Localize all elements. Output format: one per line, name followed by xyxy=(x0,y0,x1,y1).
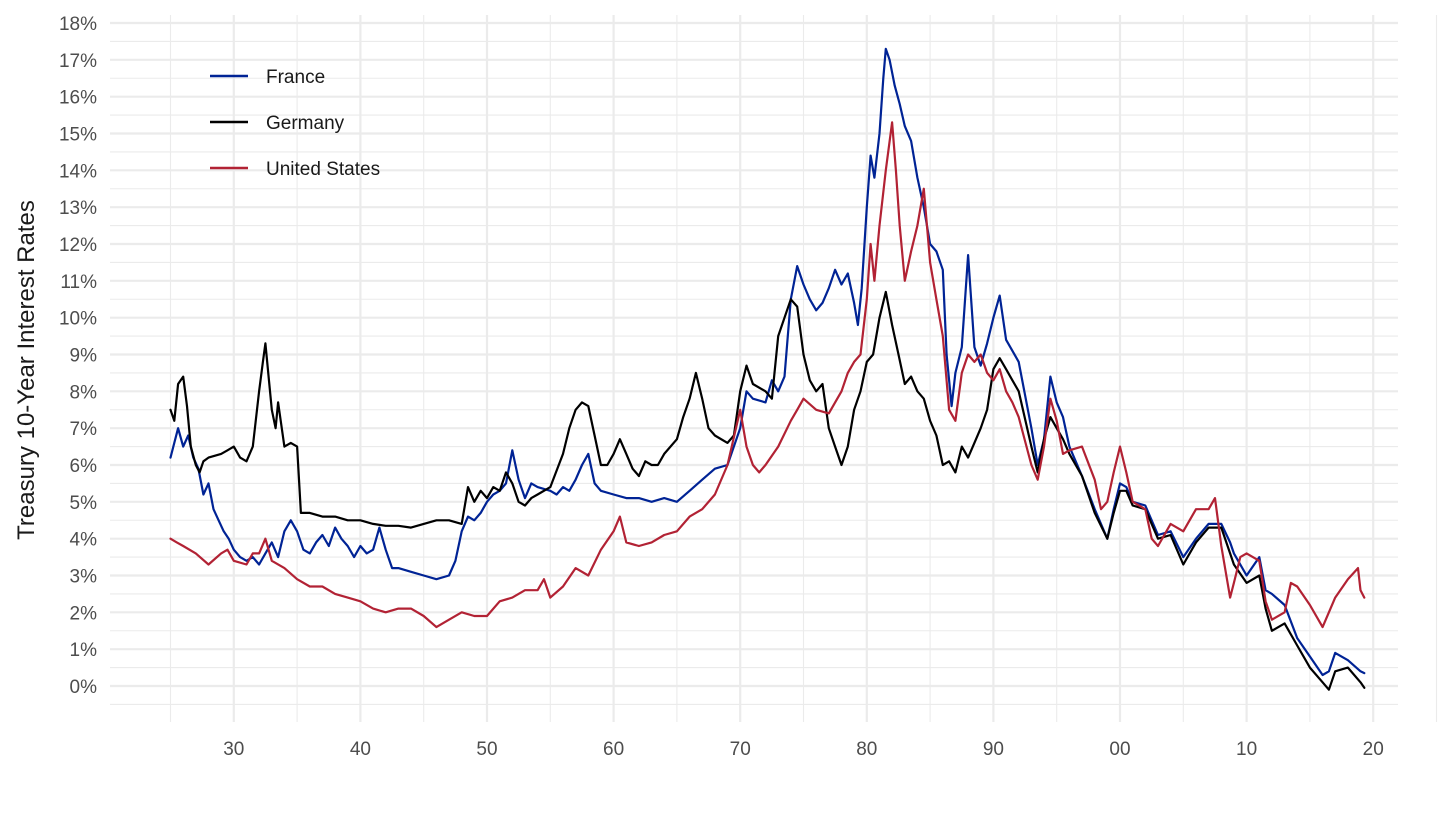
y-tick-label: 7% xyxy=(70,419,98,440)
x-tick-label: 70 xyxy=(730,739,751,760)
series-line-germany xyxy=(169,290,1366,691)
y-tick-label: 8% xyxy=(70,382,98,403)
y-tick-label: 14% xyxy=(59,161,97,182)
y-tick-label: 13% xyxy=(59,198,97,219)
y-tick-label: 17% xyxy=(59,51,97,72)
x-tick-label: 50 xyxy=(476,739,497,760)
y-tick-label: 4% xyxy=(70,530,98,551)
y-tick-label: 16% xyxy=(59,88,97,109)
y-tick-label: 0% xyxy=(70,677,98,698)
y-tick-label: 15% xyxy=(59,125,97,146)
y-tick-label: 2% xyxy=(70,603,98,624)
y-tick-label: 6% xyxy=(70,456,98,477)
x-tick-label: 90 xyxy=(983,739,1004,760)
major-gridlines xyxy=(110,15,1398,722)
x-tick-label: 80 xyxy=(856,739,877,760)
y-axis-title: Treasury 10-Year Interest Rates xyxy=(13,200,40,540)
x-tick-label: 00 xyxy=(1109,739,1130,760)
x-tick-label: 10 xyxy=(1236,739,1257,760)
series-line-united-states xyxy=(169,121,1366,629)
y-tick-label: 11% xyxy=(60,272,97,293)
x-tick-label: 20 xyxy=(1363,739,1384,760)
y-tick-label: 9% xyxy=(70,346,98,367)
legend-label-united-states: United States xyxy=(266,159,380,180)
x-tick-label: 40 xyxy=(350,739,371,760)
y-tick-label: 1% xyxy=(70,640,98,661)
y-tick-label: 12% xyxy=(59,235,97,256)
legend-label-germany: Germany xyxy=(266,113,345,134)
series-line-france xyxy=(169,47,1366,677)
y-tick-label: 10% xyxy=(59,309,97,330)
y-tick-label: 5% xyxy=(70,493,98,514)
y-tick-label: 3% xyxy=(70,567,98,588)
legend-label-france: France xyxy=(266,67,325,88)
x-tick-label: 30 xyxy=(223,739,244,760)
legend: France Germany United States xyxy=(210,67,380,180)
y-axis-tick-labels: 0% 1% 2% 3% 4% 5% 6% 7% 8% 9% 10% 11% 12% 13% 14% 15% 16… xyxy=(59,14,97,698)
series-lines xyxy=(169,47,1366,691)
y-tick-label: 18% xyxy=(59,14,97,35)
x-axis-tick-labels: 30 40 50 60 70 80 90 00 10 20 xyxy=(223,739,1384,760)
x-tick-label: 60 xyxy=(603,739,624,760)
